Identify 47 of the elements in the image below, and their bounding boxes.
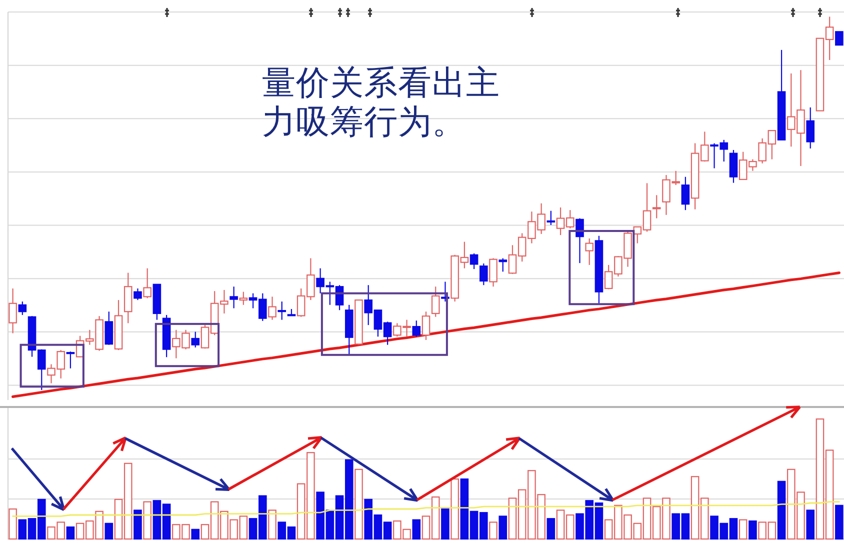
bar: [8, 508, 17, 540]
candlestick: [143, 268, 152, 299]
candlestick: [230, 286, 238, 309]
candlestick: [104, 311, 114, 346]
candlestick: [470, 252, 478, 270]
candlestick: [585, 238, 594, 266]
candlestick: [498, 258, 508, 272]
candlestick: [412, 320, 421, 338]
candlestick: [268, 296, 276, 320]
candlestick: [652, 194, 661, 219]
annotation: 量价关系看出主力吸筹行为。: [262, 63, 500, 141]
candlestick: [806, 106, 815, 150]
bar: [143, 501, 152, 540]
bar: [835, 504, 844, 540]
candlestick: [134, 288, 142, 301]
candlestick: [239, 291, 248, 306]
candlestick: [8, 288, 17, 334]
candlestick: [835, 31, 844, 46]
candlestick: [66, 351, 75, 369]
bar: [748, 520, 757, 540]
bar: [450, 478, 459, 540]
candlestick: [489, 258, 498, 288]
candlestick: [441, 281, 450, 302]
bar: [546, 518, 556, 540]
bar: [412, 519, 421, 540]
bar: [354, 468, 363, 540]
candlestick: [576, 218, 584, 264]
bar: [441, 507, 450, 540]
bar: [191, 528, 200, 540]
bar: [806, 510, 815, 540]
bar: [498, 516, 508, 540]
candlestick: [546, 210, 556, 226]
bar: [268, 510, 276, 540]
candlestick: [422, 311, 430, 341]
candlestick: [729, 149, 738, 184]
bar: [66, 526, 75, 540]
candlestick: [431, 286, 440, 318]
candlestick: [191, 331, 200, 348]
bar: [104, 522, 114, 540]
candlestick: [18, 300, 27, 316]
bar: [738, 519, 748, 540]
bar: [777, 480, 786, 540]
candlestick: [681, 176, 690, 211]
bar: [489, 522, 498, 540]
candlestick: [278, 300, 286, 320]
candlestick: [480, 262, 488, 286]
bar: [134, 510, 142, 540]
